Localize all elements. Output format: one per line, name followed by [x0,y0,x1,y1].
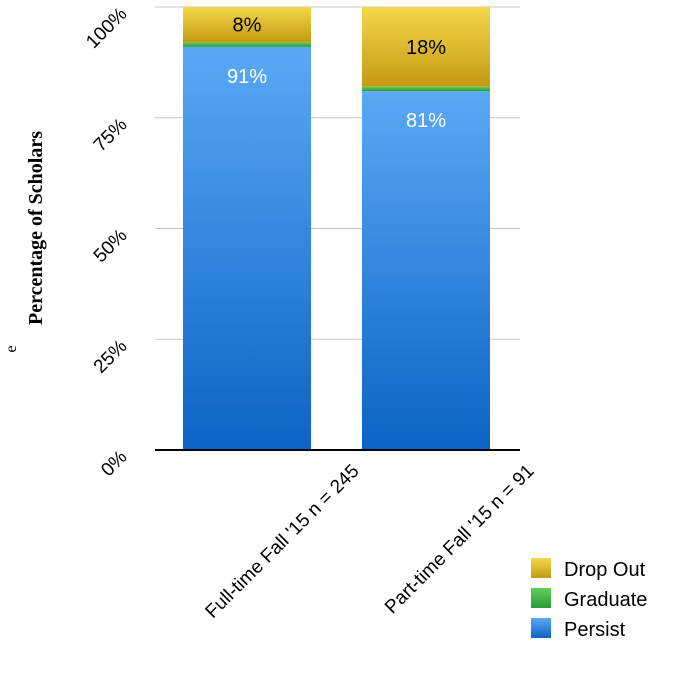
data-label-persist: 81% [406,110,446,132]
x-axis-category-labels: Full-time Fall '15 n = 245 Part-time Fall… [202,461,539,623]
legend-swatch-graduate [531,588,551,608]
legend-label-graduate: Graduate [564,589,647,611]
bar-segment-drop-out [362,7,490,87]
legend-swatch-persist [531,618,551,638]
legend-label-persist: Persist [564,619,626,641]
y-tick-label: 50% [90,225,132,267]
bar-segment-drop-out [183,7,311,43]
data-labels: 91% 8% 81% 18% [227,15,446,132]
y-tick-label: 25% [90,336,132,378]
y-axis-title: Percentage of Scholars [25,131,47,325]
bar-segment-persist [183,46,311,451]
x-category-label: Full-time Fall '15 n = 245 [202,461,364,623]
legend: Drop Out Graduate Persist [531,558,647,641]
data-label-drop-out: 8% [233,15,262,37]
y-tick-label: 0% [97,447,131,481]
bar-segment-persist [362,91,490,451]
x-category-label: Part-time Fall '15 n = 91 [381,461,538,618]
y-tick-label: 75% [90,114,132,156]
y-axis-title-group: Percentage of Scholars e [3,131,47,353]
data-label-drop-out: 18% [406,37,446,59]
y-tick-label: 100% [82,4,131,53]
bar-segment-graduate [183,42,311,47]
data-label-persist: 91% [227,66,267,88]
bars [183,7,490,451]
legend-label-drop-out: Drop Out [564,559,646,581]
y-axis-tick-labels: 0% 25% 50% 75% 100% [82,4,131,481]
legend-swatch-drop-out [531,558,551,578]
bar-segment-graduate [362,86,490,92]
y-axis-title-fragment: e [3,345,20,352]
